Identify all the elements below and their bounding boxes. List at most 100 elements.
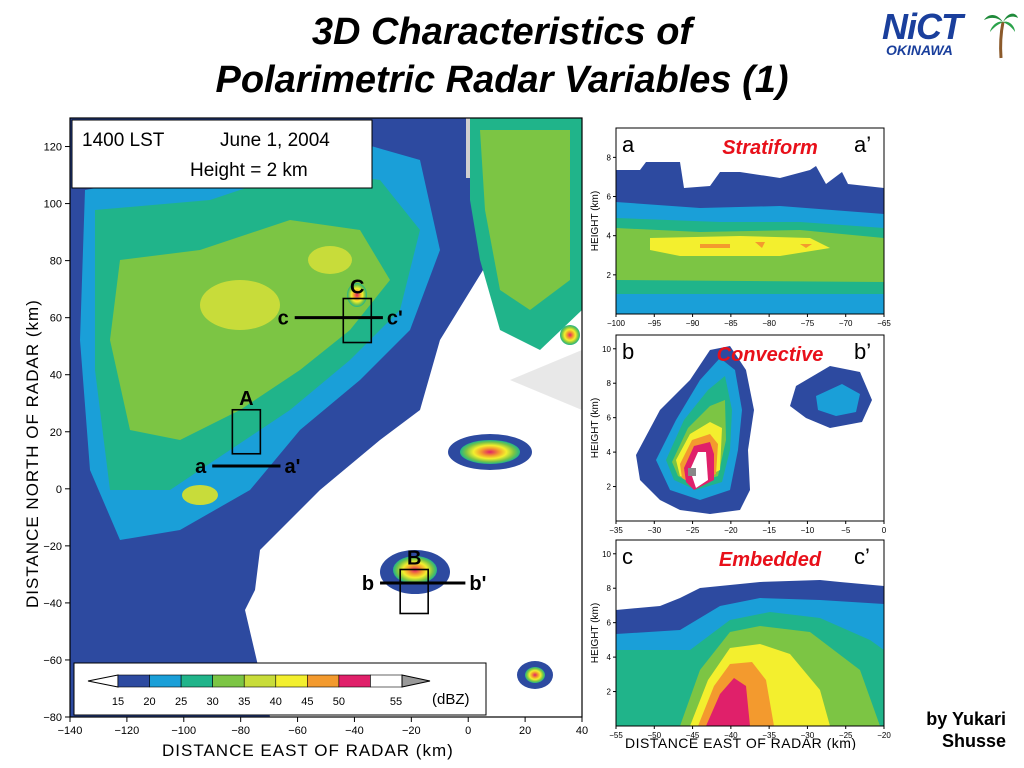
map-x-tick-label: −140 [58,725,83,737]
panel-y-axis-label: HEIGHT (km) [590,398,601,458]
date-label: June 1, 2004 [220,130,330,151]
panel-y-tick-label: 2 [607,688,612,697]
panel-x-tick-label: −45 [686,731,700,740]
panel-y-tick-label: 4 [607,232,612,241]
slide-title-line1: 3D Characteristics of [311,11,693,53]
colorbar-tick-label: 40 [270,696,282,708]
section-box-label: B [407,547,421,569]
panel-x-tick-label: −25 [686,526,700,535]
map-y-tick-label: 80 [50,256,62,268]
panel-x-tick-label: −20 [724,526,738,535]
panel-x-tick-label: −100 [607,319,626,328]
panel-y-tick-label: 4 [607,448,612,457]
colorbar-swatch [149,674,182,688]
rain-cell-southeast-core [525,667,545,683]
cross-section-panels: a a’Stratiform−100 −95 −90 −85 −80 −75 −70 −6524… [590,127,891,750]
map-y-tick-label: 0 [56,484,62,496]
rain-cell-far-east [560,325,580,345]
map-y-axis: 120 100 80 60 40 20 0 −20 −40 −60 −80 [43,142,70,724]
panel-annotation: Convective [717,344,824,366]
map-x-axis: −140 −120 −100 −80 −60 −40 −20 0 20 40 [58,717,588,737]
map-y-tick-label: 40 [50,370,62,382]
colorbar-tick-label: 30 [207,696,219,708]
panel-left-label: c [622,544,633,569]
panel-x-tick-label: −95 [647,319,661,328]
panel-frame [615,127,885,315]
panel-x-tick-label: −15 [762,526,776,535]
map-y-tick-label: 20 [50,427,62,439]
panel-y-tick-label: 8 [607,584,612,593]
panel-annotation: Embedded [719,549,822,571]
colorbar-tick-label: 45 [301,696,313,708]
colorbar-swatch [338,674,371,688]
info-box [71,119,373,189]
map-x-tick-label: −80 [231,725,250,737]
panel-right-label: b’ [854,339,871,364]
panel-convective [616,335,884,521]
map-x-tick-label: 0 [465,725,471,737]
colorbar-swatch [212,674,245,688]
rain-field-northeast-light [480,130,570,310]
panel-x-tick-label: −65 [877,319,891,328]
section-box [342,297,373,344]
logo-brand-text: NiCT [882,6,963,47]
section-box-label: C [350,277,364,299]
radar-ppi-map: 1400 LST June 1, 2004 Height = 2 km 15 20… [23,117,588,760]
panel-y-tick-label: 10 [602,345,611,354]
panel-x-tick-label: −35 [609,526,623,535]
panel-frame [615,539,885,727]
map-x-tick-label: −40 [345,725,364,737]
panel-c-x-axis-label: DISTANCE EAST OF RADAR (km) [625,735,857,750]
colorbar-tick-label: 50 [333,696,345,708]
map-y-tick-label: −80 [43,712,62,724]
panel-y-tick-label: 8 [607,379,612,388]
panel-annotation: Stratiform [722,137,818,159]
panel-y-tick-label: 6 [607,193,612,202]
colorbar-tick-label: 20 [143,696,155,708]
panel-x-tick-label: −10 [801,526,815,535]
logo-region-text: OKINAWA [886,42,953,58]
panel-x-tick-label: 0 [882,526,887,535]
cross-section-marks: Aa a' Bb b' Cc c' [195,277,486,615]
colorbar-swatch [307,674,340,688]
panel-right-label: c’ [854,544,870,569]
panel-x-tick-label: −85 [724,319,738,328]
panel-y-tick-label: 2 [607,271,612,280]
panel-y-tick-label: 8 [607,153,612,162]
section-line-start-label: c [278,308,289,330]
colorbar-swatch [117,674,150,688]
rain-cell-yellow [182,485,218,505]
rain-cell-yellow [308,246,352,274]
section-box [231,408,262,455]
map-y-tick-label: −60 [43,655,62,667]
panel-y-tick-label: 6 [607,619,612,628]
colorbar-frame [73,662,487,716]
panel-x-tick-label: −35 [762,731,776,740]
panel-y-axis-label: HEIGHT (km) [590,603,601,663]
map-y-tick-label: 120 [44,142,62,154]
map-x-tick-label: 40 [576,725,588,737]
rain-cell-east-core [460,440,520,464]
nict-okinawa-logo: NiCT OKINAWA [880,6,1020,62]
section-line-end-label: b' [469,573,486,595]
map-x-axis-label: DISTANCE EAST OF RADAR (km) [162,741,454,760]
panel-x-tick-label: −80 [762,319,776,328]
panel-x-tick-label: −25 [839,731,853,740]
map-x-tick-label: 20 [519,725,531,737]
map-x-tick-label: −60 [288,725,307,737]
radar-blocked-sector [510,350,582,410]
colorbar: 15 20 25 30 35 40 45 50 55 [87,674,431,708]
panel-stratiform [616,128,884,314]
map-y-tick-label: 60 [50,313,62,325]
map-frame [69,117,583,718]
panel-embedded [616,540,884,726]
colorbar-swatch [370,674,403,688]
panel-x-tick-label: −50 [647,731,661,740]
panel-x-tick-label: −20 [877,731,891,740]
section-line-start-label: b [362,573,374,595]
colorbar-high-arrow [401,674,431,688]
panel-y-tick-label: 10 [602,550,611,559]
panel-x-tick-label: −40 [724,731,738,740]
colorbar-swatch [275,674,308,688]
panel-y-tick-label: 2 [607,483,612,492]
